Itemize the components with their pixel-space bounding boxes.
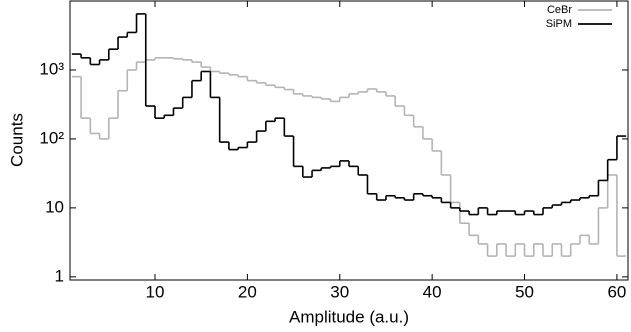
- x-axis-label: Amplitude (a.u.): [289, 307, 409, 326]
- plot-frame: [69, 0, 629, 281]
- plot-area: [71, 13, 627, 257]
- x-tick-label: 60: [607, 282, 626, 301]
- x-tick-label: 30: [330, 282, 349, 301]
- legend-label: CeBr: [547, 4, 572, 16]
- x-tick-label: 10: [146, 282, 165, 301]
- legend-label: SiPM: [546, 18, 572, 30]
- y-tick-label: 1: [55, 266, 64, 285]
- y-tick-label: 10³: [39, 59, 64, 78]
- y-tick-label: 10: [45, 197, 64, 216]
- x-tick-label: 40: [423, 282, 442, 301]
- x-tick-label: 20: [238, 282, 257, 301]
- y-axis-label: Counts: [7, 113, 26, 167]
- y-tick-label: 10²: [39, 128, 64, 147]
- x-tick-label: 50: [515, 282, 534, 301]
